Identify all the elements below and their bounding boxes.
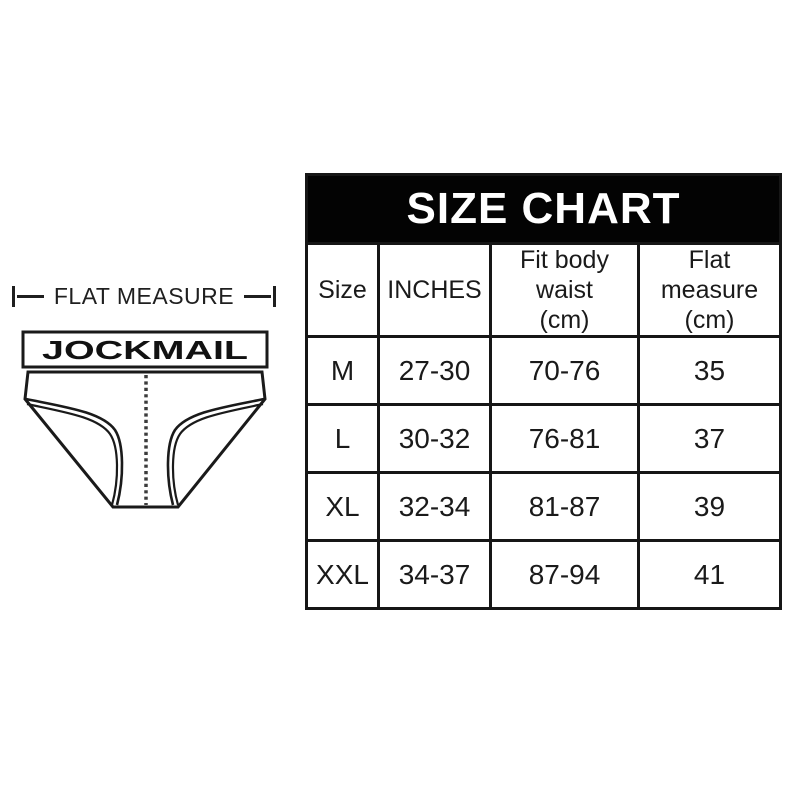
table-row-xl: XL 32-34 81-87 39 <box>305 471 782 542</box>
fit-body-waist-cell: 70-76 <box>489 335 640 406</box>
right-trim-seam-outer <box>166 397 265 506</box>
column-header-fit-body-waist: Fit body waist (cm) <box>489 242 640 338</box>
waistband <box>21 330 269 369</box>
flat-measure-cell: 41 <box>637 539 782 610</box>
table-row-l: L 30-32 76-81 37 <box>305 403 782 474</box>
fit-body-waist-cell: 81-87 <box>489 471 640 542</box>
flat-measure-label: FLAT MEASURE <box>53 282 235 309</box>
flat-measure-cell: 35 <box>637 335 782 406</box>
table-row-m: M 27-30 70-76 35 <box>305 335 782 406</box>
briefs-line-drawing: JOCKMAIL <box>21 330 269 509</box>
size-chart-title: SIZE CHART <box>305 173 782 245</box>
left-trim-seam-outer <box>25 397 124 506</box>
column-header-size: Size <box>305 242 380 338</box>
size-cell: M <box>305 335 380 406</box>
dimension-tick-right <box>273 285 277 307</box>
size-chart-table: SIZE CHART Size INCHES Fit body waist (c… <box>305 173 782 610</box>
size-cell: XXL <box>305 539 380 610</box>
inches-cell: 30-32 <box>377 403 492 474</box>
size-cell: L <box>305 403 380 474</box>
table-row-xxl: XXL 34-37 87-94 41 <box>305 539 782 610</box>
size-cell: XL <box>305 471 380 542</box>
inches-cell: 32-34 <box>377 471 492 542</box>
column-header-flat-measure: Flat measure (cm) <box>637 242 782 338</box>
flat-measure-cell: 37 <box>637 403 782 474</box>
flat-measure-annotation: FLAT MEASURE <box>11 282 277 310</box>
dimension-tick-left <box>11 285 15 307</box>
fit-body-waist-cell: 76-81 <box>489 403 640 474</box>
flat-measure-cell: 39 <box>637 471 782 542</box>
size-chart-title-row: SIZE CHART <box>305 173 782 245</box>
dimension-line-right <box>244 294 272 298</box>
fit-body-waist-cell: 87-94 <box>489 539 640 610</box>
column-header-inches: INCHES <box>377 242 492 338</box>
dimension-line-left <box>16 294 44 298</box>
inches-cell: 27-30 <box>377 335 492 406</box>
right-trim-seam-inner <box>171 402 264 506</box>
waistband-brand-text: JOCKMAIL <box>42 335 248 365</box>
left-trim-seam-inner <box>26 402 119 506</box>
table-header-row: Size INCHES Fit body waist (cm) Flat mea… <box>305 242 782 338</box>
inches-cell: 34-37 <box>377 539 492 610</box>
